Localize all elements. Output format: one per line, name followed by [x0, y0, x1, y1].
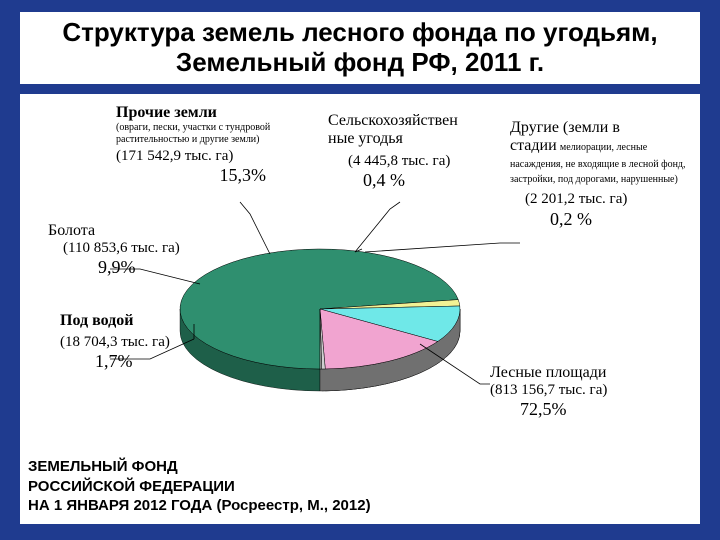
label-agri-percent: 0,4 % — [328, 170, 488, 191]
label-misc-heading2: стадии — [510, 137, 557, 154]
caption: ЗЕМЕЛЬНЫЙ ФОНД РОССИЙСКОЙ ФЕДЕРАЦИИ НА 1… — [28, 457, 371, 516]
label-agri-heading: Сельскохозяйствен ные угодья — [328, 112, 488, 149]
label-other: Прочие земли (овраги, пески, участки с т… — [116, 104, 306, 186]
label-forest: Лесные площади (813 156,7 тыс. га) 72,5% — [490, 364, 680, 420]
caption-line1: ЗЕМЕЛЬНЫЙ ФОНД — [28, 457, 371, 477]
label-other-percent: 15,3% — [116, 165, 306, 186]
label-forest-value: (813 156,7 тыс. га) — [490, 382, 680, 399]
label-misc: Другие (земли в стадии мелиорации, лесны… — [510, 119, 695, 230]
label-other-value: (171 542,9 тыс. га) — [116, 148, 306, 165]
label-misc-value: (2 201,2 тыс. га) — [510, 191, 695, 208]
chart-area: Прочие земли (овраги, пески, участки с т… — [20, 94, 700, 524]
label-agri-value: (4 445,8 тыс. га) — [328, 153, 488, 170]
label-misc-heading1: Другие (земли в — [510, 119, 620, 136]
label-other-heading: Прочие земли — [116, 104, 306, 122]
label-misc-percent: 0,2 % — [510, 209, 695, 230]
label-water-value: (18 704,3 тыс. га) — [60, 334, 240, 351]
label-water: Под водой (18 704,3 тыс. га) 1,7% — [60, 312, 240, 372]
label-forest-percent: 72,5% — [490, 399, 680, 420]
slide: Структура земель лесного фонда по угодья… — [0, 0, 720, 540]
label-swamp-percent: 9,9% — [48, 257, 228, 278]
caption-line2: РОССИЙСКОЙ ФЕДЕРАЦИИ — [28, 477, 371, 497]
label-forest-heading: Лесные площади — [490, 364, 680, 382]
label-water-heading: Под водой — [60, 312, 240, 330]
label-swamp-value: (110 853,6 тыс. га) — [48, 240, 228, 257]
label-agri: Сельскохозяйствен ные угодья (4 445,8 ты… — [328, 112, 488, 191]
label-water-percent: 1,7% — [60, 351, 240, 372]
label-swamp: Болота (110 853,6 тыс. га) 9,9% — [48, 222, 228, 278]
label-other-subtitle: (овраги, пески, участки с тундровой раст… — [116, 122, 306, 145]
label-swamp-heading: Болота — [48, 222, 228, 240]
caption-line3: НА 1 ЯНВАРЯ 2012 ГОДА (Росреестр, М., 20… — [28, 496, 371, 516]
slide-title: Структура земель лесного фонда по угодья… — [20, 12, 700, 84]
